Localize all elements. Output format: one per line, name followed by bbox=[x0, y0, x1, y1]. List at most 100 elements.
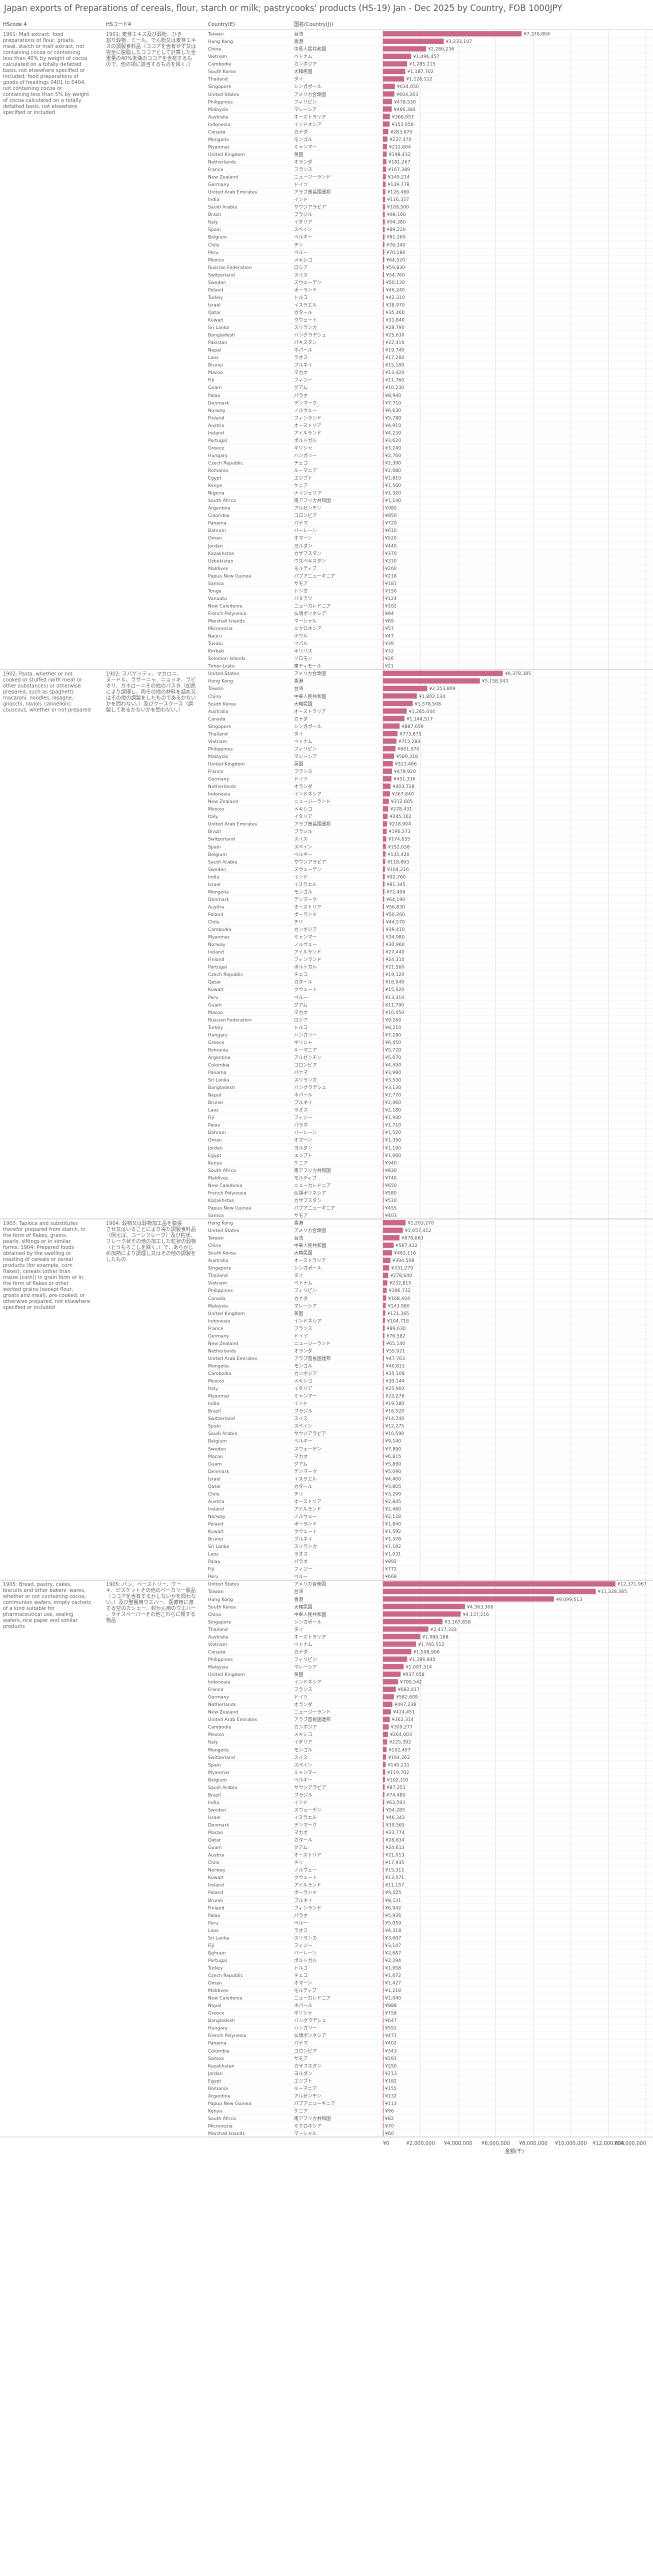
bar-value-label: ¥81,345 bbox=[387, 882, 406, 888]
bar bbox=[383, 1347, 385, 1354]
country-name-ja: キリバス bbox=[294, 649, 313, 655]
bar-value-label: ¥482,116 bbox=[394, 1251, 416, 1257]
country-name-ja: パナマ bbox=[294, 1070, 308, 1076]
country-name-ja: イスラエル bbox=[294, 1476, 317, 1482]
bar bbox=[383, 1513, 384, 1519]
bar-value-label: ¥5,890 bbox=[385, 1461, 401, 1467]
bar bbox=[383, 836, 387, 842]
bar bbox=[383, 1189, 384, 1196]
bar bbox=[383, 1844, 384, 1850]
hscode-label-en: pharmaceutical use, sealing bbox=[3, 1612, 73, 1618]
bar bbox=[383, 986, 384, 993]
bar-value-label: ¥940 bbox=[385, 1160, 397, 1166]
bar-value-label: ¥402 bbox=[385, 2041, 397, 2047]
country-name-ja: フィンランド bbox=[294, 415, 321, 421]
country-name-en: Colombia bbox=[208, 1062, 230, 1068]
bar-value-label: ¥1,592 bbox=[385, 1529, 401, 1535]
country-name-ja: ケニア bbox=[294, 2107, 308, 2114]
country-name-ja: パラオ bbox=[294, 1559, 308, 1565]
country-name-ja: パナマ bbox=[294, 2041, 308, 2047]
country-name-en: Solomon Islands bbox=[208, 656, 246, 662]
bar-value-label: ¥25,630 bbox=[385, 333, 404, 339]
country-name-ja: インド bbox=[294, 875, 308, 880]
bar bbox=[383, 414, 384, 421]
country-name-en: Mexico bbox=[208, 1379, 224, 1385]
country-name-en: Mongolia bbox=[208, 889, 229, 895]
bar bbox=[383, 625, 384, 631]
bar-value-label: ¥1,097,314 bbox=[406, 1664, 432, 1670]
country-name-en: United Arab Emirates bbox=[208, 190, 258, 196]
country-name-ja: インド bbox=[294, 1402, 308, 1407]
country-name-ja: グアム bbox=[294, 1001, 308, 1008]
hscode-label-en: 1905: Bread, pastry, cakes, bbox=[3, 1582, 72, 1588]
bar-value-label: ¥11,790 bbox=[385, 1002, 404, 1008]
country-name-en: Australia bbox=[208, 1634, 229, 1640]
bar-value-label: ¥293 bbox=[385, 2056, 397, 2062]
bar bbox=[383, 745, 396, 752]
bar bbox=[383, 1596, 554, 1602]
country-name-ja: オーストラリア bbox=[294, 1258, 326, 1264]
bar bbox=[383, 1046, 384, 1053]
country-name-en: Turkey bbox=[207, 295, 223, 301]
country-name-en: Canada bbox=[208, 129, 226, 135]
bar-value-label: ¥309,277 bbox=[391, 1725, 413, 1731]
country-name-ja: アイルランド bbox=[294, 1883, 321, 1889]
bar bbox=[383, 1325, 385, 1331]
bar bbox=[383, 738, 397, 744]
country-name-ja: 東ティモール bbox=[294, 663, 322, 670]
country-name-en: Taiwan bbox=[207, 32, 224, 38]
x-tick-label: ¥6,000,000 bbox=[481, 2141, 510, 2147]
bar-value-label: ¥64,520 bbox=[386, 257, 405, 263]
bar-value-label: ¥1,187,702 bbox=[407, 69, 433, 75]
country-name-ja: オマーン bbox=[294, 536, 313, 542]
country-name-en: Norway bbox=[208, 1514, 226, 1520]
bar-value-label: ¥70,180 bbox=[386, 250, 405, 256]
country-name-en: Norway bbox=[208, 1868, 226, 1874]
bar bbox=[383, 580, 384, 586]
country-name-ja: マレーシア bbox=[294, 107, 317, 113]
country-name-en: Peru bbox=[208, 1574, 218, 1580]
country-name-en: Singapore bbox=[208, 1619, 231, 1625]
hscode-label-ja: する空のカシェー、封かん用のウエハー bbox=[106, 1605, 196, 1612]
bar-value-label: ¥3,980 bbox=[385, 1070, 401, 1076]
country-name-ja: サウジアラビア bbox=[294, 858, 327, 865]
country-name-en: New Zealand bbox=[208, 1710, 238, 1716]
country-name-ja: フランス bbox=[294, 1326, 313, 1332]
x-tick-label: ¥0 bbox=[383, 2141, 389, 2147]
bar-value-label: ¥980 bbox=[385, 506, 397, 512]
country-name-en: Poland bbox=[208, 287, 223, 293]
bar bbox=[383, 166, 387, 172]
bar-value-label: ¥19,740 bbox=[385, 348, 404, 354]
bar bbox=[383, 896, 385, 902]
country-name-en: United Arab Emirates bbox=[208, 822, 258, 828]
bar bbox=[383, 1129, 384, 1136]
bar bbox=[383, 806, 389, 812]
country-name-ja: 仏領ポリネシア bbox=[294, 610, 327, 617]
bar bbox=[383, 226, 385, 233]
bar bbox=[383, 693, 417, 699]
country-name-ja: チリ bbox=[294, 1860, 303, 1866]
bar bbox=[383, 1250, 393, 1256]
bar bbox=[383, 1453, 384, 1459]
x-tick-label: ¥4,000,000 bbox=[444, 2141, 473, 2147]
bar-value-label: ¥6,378,385 bbox=[505, 671, 531, 677]
country-name-ja: ミャンマー bbox=[294, 1770, 317, 1776]
hscode-label-ja: 1905: パン、ペーストリー、ケー bbox=[106, 1581, 182, 1588]
country-name-en: Uzbekistan bbox=[208, 558, 233, 564]
bar-value-label: ¥2,353,809 bbox=[429, 686, 455, 692]
hscode-label-ja: かを問わない。）及びクースクース（調 bbox=[106, 701, 193, 708]
country-name-ja: インド bbox=[294, 1801, 308, 1806]
bar-value-label: ¥116,327 bbox=[387, 197, 409, 203]
bar-value-label: ¥39,410 bbox=[386, 927, 405, 933]
country-name-en: Belgium bbox=[208, 235, 227, 241]
country-name-ja: イスラエル bbox=[294, 302, 317, 308]
bar bbox=[383, 83, 395, 90]
bar bbox=[383, 294, 384, 300]
country-name-en: Australia bbox=[208, 1258, 229, 1264]
country-name-ja: 南アフリカ共和国 bbox=[294, 2115, 331, 2122]
bar bbox=[383, 61, 408, 67]
country-name-ja: デンマーク bbox=[294, 1468, 317, 1475]
bar-value-label: ¥604,263 bbox=[396, 92, 418, 98]
bar bbox=[383, 347, 384, 353]
hscode-label-ja: したもの bbox=[106, 1257, 126, 1263]
